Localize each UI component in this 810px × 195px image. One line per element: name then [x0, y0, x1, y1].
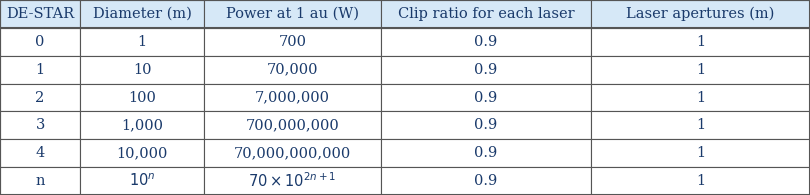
Text: 4: 4: [36, 146, 45, 160]
Text: Clip ratio for each laser: Clip ratio for each laser: [398, 7, 574, 21]
Bar: [0, 84, 80, 111]
Text: 70,000,000,000: 70,000,000,000: [234, 146, 351, 160]
Bar: [0, 0, 80, 28]
Text: 1: 1: [138, 35, 147, 49]
Text: 700: 700: [279, 35, 306, 49]
Bar: [204, 28, 381, 56]
Bar: [204, 56, 381, 84]
Text: 0.9: 0.9: [475, 118, 497, 132]
Text: 2: 2: [36, 90, 45, 105]
Text: 1: 1: [696, 63, 706, 77]
Bar: [381, 111, 591, 139]
Text: 100: 100: [128, 90, 156, 105]
Text: 10: 10: [133, 63, 151, 77]
Bar: [204, 167, 381, 195]
Bar: [204, 111, 381, 139]
Bar: [591, 56, 810, 84]
Text: 0.9: 0.9: [475, 63, 497, 77]
Text: Laser apertures (m): Laser apertures (m): [626, 7, 775, 21]
Bar: [80, 111, 204, 139]
Bar: [591, 111, 810, 139]
Bar: [0, 167, 80, 195]
Text: 3: 3: [36, 118, 45, 132]
Text: 700,000,000: 700,000,000: [245, 118, 339, 132]
Bar: [0, 111, 80, 139]
Text: 0.9: 0.9: [475, 146, 497, 160]
Text: DE-STAR: DE-STAR: [6, 7, 75, 21]
Bar: [591, 167, 810, 195]
Bar: [0, 139, 80, 167]
Bar: [381, 167, 591, 195]
Bar: [80, 139, 204, 167]
Text: 0.9: 0.9: [475, 174, 497, 188]
Bar: [80, 0, 204, 28]
Bar: [0, 56, 80, 84]
Text: 1: 1: [696, 35, 706, 49]
Bar: [591, 28, 810, 56]
Text: 0: 0: [36, 35, 45, 49]
Bar: [591, 0, 810, 28]
Bar: [381, 0, 591, 28]
Text: 7,000,000: 7,000,000: [255, 90, 330, 105]
Bar: [381, 139, 591, 167]
Text: 1,000: 1,000: [122, 118, 163, 132]
Bar: [204, 139, 381, 167]
Bar: [204, 0, 381, 28]
Bar: [80, 84, 204, 111]
Bar: [381, 28, 591, 56]
Bar: [591, 84, 810, 111]
Text: 1: 1: [36, 63, 45, 77]
Bar: [381, 56, 591, 84]
Bar: [80, 167, 204, 195]
Text: 1: 1: [696, 174, 706, 188]
Bar: [80, 56, 204, 84]
Text: n: n: [36, 174, 45, 188]
Text: 0.9: 0.9: [475, 35, 497, 49]
Text: $70 \times 10^{2n+1}$: $70 \times 10^{2n+1}$: [248, 172, 337, 191]
Bar: [0, 28, 80, 56]
Bar: [204, 84, 381, 111]
Text: 1: 1: [696, 146, 706, 160]
Bar: [80, 28, 204, 56]
Text: 10,000: 10,000: [117, 146, 168, 160]
Text: 1: 1: [696, 118, 706, 132]
Bar: [591, 139, 810, 167]
Text: Power at 1 au (W): Power at 1 au (W): [226, 7, 359, 21]
Text: $10^{n}$: $10^{n}$: [129, 173, 156, 189]
Bar: [381, 84, 591, 111]
Text: 70,000: 70,000: [266, 63, 318, 77]
Text: 1: 1: [696, 90, 706, 105]
Text: Diameter (m): Diameter (m): [92, 7, 192, 21]
Text: 0.9: 0.9: [475, 90, 497, 105]
